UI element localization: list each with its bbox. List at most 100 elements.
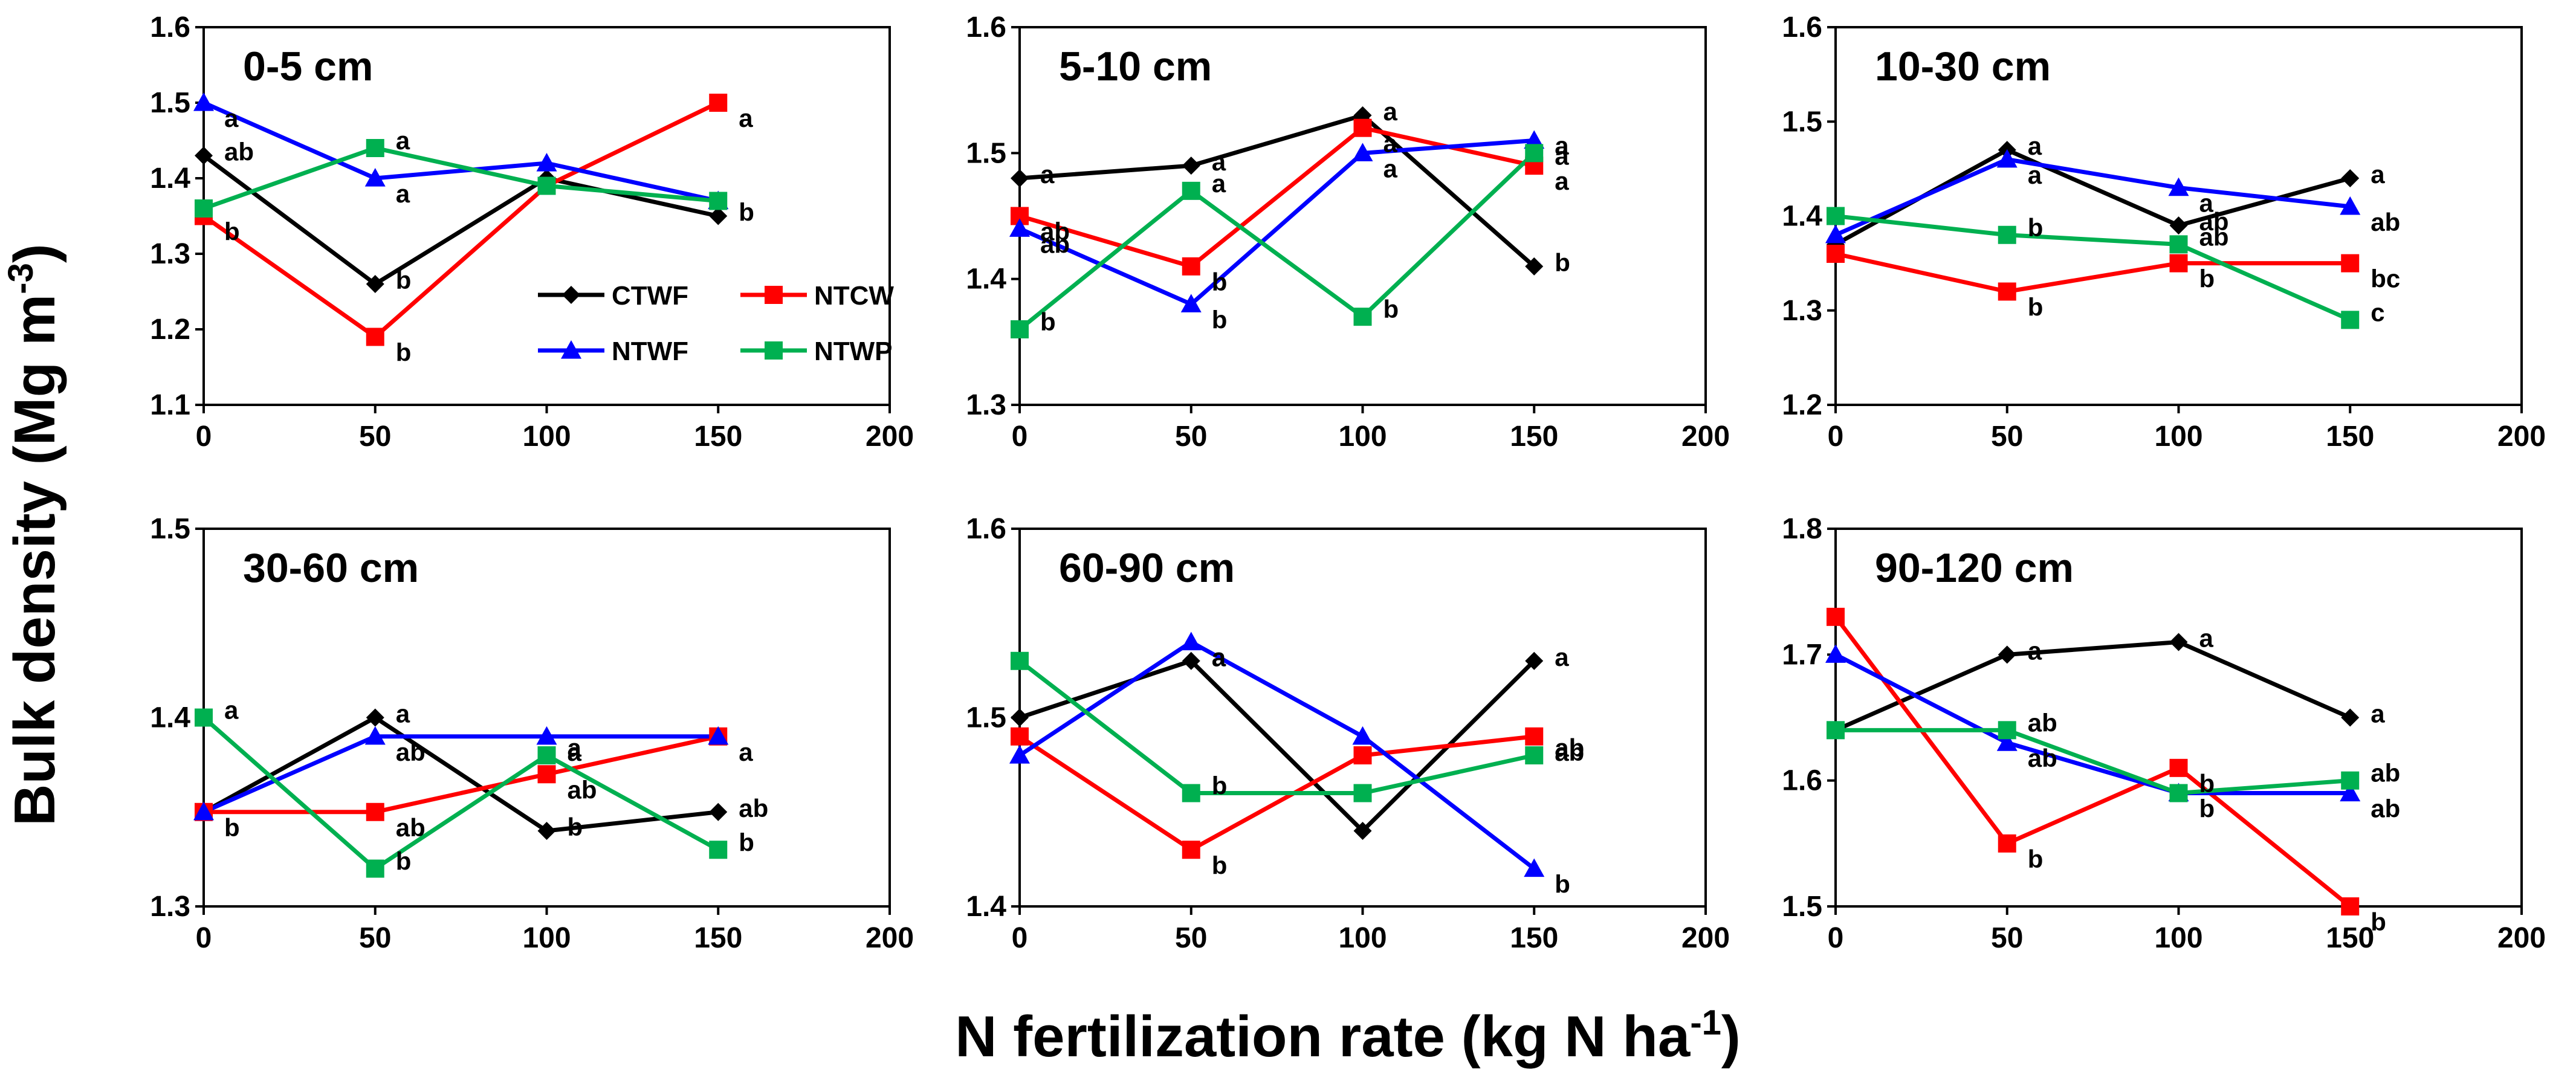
series-line-ntwp	[1018, 151, 1536, 331]
legend-item-ctwf: CTWF	[538, 281, 688, 311]
significance-label: b	[396, 847, 412, 876]
y-axis-title: Bulk density (Mg m-3)	[1, 244, 67, 826]
significance-label: a	[1383, 154, 1398, 182]
data-point-ctwf	[1182, 157, 1200, 175]
y-axis-title-end: )	[2, 244, 67, 263]
data-point-ntwf	[1009, 745, 1030, 764]
significance-label: b	[2028, 845, 2044, 873]
y-tick-label: 1.5	[150, 87, 190, 119]
significance-label: ab	[2028, 708, 2057, 737]
data-point-ntwf	[1009, 218, 1030, 237]
legend-marker	[765, 341, 783, 360]
significance-label: a	[1555, 142, 1569, 170]
y-tick-label: 1.4	[966, 891, 1006, 923]
significance-label: ab	[1555, 734, 1584, 762]
data-point-ntwf	[1524, 858, 1545, 877]
data-point-ctwf	[1011, 169, 1029, 187]
x-tick-label: 150	[2326, 421, 2374, 453]
series-line-ctwf	[202, 715, 719, 833]
series-line-ntwp	[202, 715, 719, 871]
data-point-ctwf	[366, 275, 384, 293]
x-tick-label: 100	[1338, 421, 1387, 453]
data-point-ntwp	[366, 859, 384, 878]
series-line-ctwf	[1019, 113, 1536, 268]
significance-label: a	[1555, 643, 1569, 671]
data-point-ntcw	[709, 94, 728, 112]
data-point-ntcw	[1998, 282, 2016, 301]
significance-label: a	[568, 738, 582, 766]
significance-label: ab	[2199, 207, 2229, 236]
data-point-ntcw	[537, 765, 556, 784]
data-point-ctwf	[1011, 708, 1029, 727]
data-point-ntwf	[2340, 196, 2361, 215]
y-tick-label: 1.6	[966, 513, 1006, 545]
data-point-ntwp	[1525, 144, 1544, 163]
series-line-ntwf	[202, 100, 719, 203]
data-point-ntwf	[536, 153, 557, 172]
x-tick-label: 50	[359, 922, 391, 954]
data-point-ntwp	[1827, 207, 1845, 225]
significance-label: ab	[2371, 759, 2400, 787]
data-point-ntcw	[2169, 758, 2188, 777]
data-point-ntwf	[1352, 143, 1373, 161]
y-tick-label: 1.5	[1782, 891, 1822, 923]
significance-label: a	[396, 700, 410, 728]
data-point-ntwf	[1825, 644, 1846, 663]
y-tick-label: 1.5	[966, 702, 1006, 734]
legend-marker	[562, 286, 580, 304]
x-tick-label: 50	[1175, 922, 1207, 954]
data-point-ntwp	[1998, 225, 2016, 244]
x-tick-label: 50	[1991, 421, 2023, 453]
significance-label: b	[1212, 851, 1228, 879]
data-point-ntwf	[708, 726, 729, 745]
significance-label: b	[2028, 293, 2044, 321]
x-tick-label: 200	[1681, 421, 1730, 453]
y-tick-label: 1.6	[1782, 765, 1822, 797]
x-tick-label: 0	[1012, 421, 1028, 453]
data-point-ntcw	[1827, 607, 1845, 626]
significance-label: a	[1555, 167, 1569, 195]
x-tick-label: 0	[1828, 922, 1844, 954]
data-point-ctwf	[1525, 257, 1544, 276]
data-point-ntcw	[1011, 727, 1029, 746]
data-point-ctwf	[1182, 651, 1200, 670]
significance-label: b	[2028, 213, 2044, 242]
x-tick-label: 50	[1175, 421, 1207, 453]
x-tick-label: 150	[2326, 922, 2374, 954]
significance-label: b	[1555, 248, 1570, 277]
data-point-ctwf	[2169, 633, 2188, 651]
data-point-ntcw	[1998, 834, 2016, 853]
significance-label: ab	[2371, 208, 2400, 236]
significance-label: b	[739, 828, 754, 856]
panel-title: 60-90 cm	[1059, 545, 1235, 591]
data-point-ntwf	[1825, 224, 1846, 244]
data-point-ntwf	[2168, 177, 2189, 196]
significance-label: b	[739, 198, 754, 227]
significance-label: ab	[396, 738, 426, 766]
data-point-ntwf	[2340, 783, 2361, 802]
y-tick-label: 1.2	[1782, 389, 1822, 421]
y-tick-label: 1.5	[1782, 106, 1822, 138]
x-tick-label: 200	[1681, 922, 1730, 954]
x-tick-label: 0	[1828, 421, 1844, 453]
data-point-ntwf	[193, 92, 214, 111]
panel-title: 0-5 cm	[243, 44, 373, 89]
significance-label: b	[224, 218, 240, 246]
significance-label: b	[396, 266, 412, 294]
y-axis-title-sup: -3	[1, 263, 40, 294]
significance-label: a	[1212, 644, 1226, 672]
significance-label: a	[1212, 169, 1226, 198]
legend-item-ntwf: NTWF	[538, 337, 688, 366]
y-tick-label: 1.4	[150, 702, 190, 734]
data-point-ctwf	[709, 802, 728, 821]
significance-label: ab	[1555, 738, 1584, 766]
y-tick-label: 1.6	[1782, 11, 1822, 44]
y-tick-label: 1.4	[150, 163, 190, 195]
x-tick-label: 100	[2154, 922, 2202, 954]
data-point-ctwf	[2341, 169, 2360, 187]
significance-label: b	[2371, 908, 2386, 936]
panel-title: 90-120 cm	[1875, 545, 2074, 591]
y-axis-title-main: Bulk density (Mg m	[2, 294, 67, 826]
